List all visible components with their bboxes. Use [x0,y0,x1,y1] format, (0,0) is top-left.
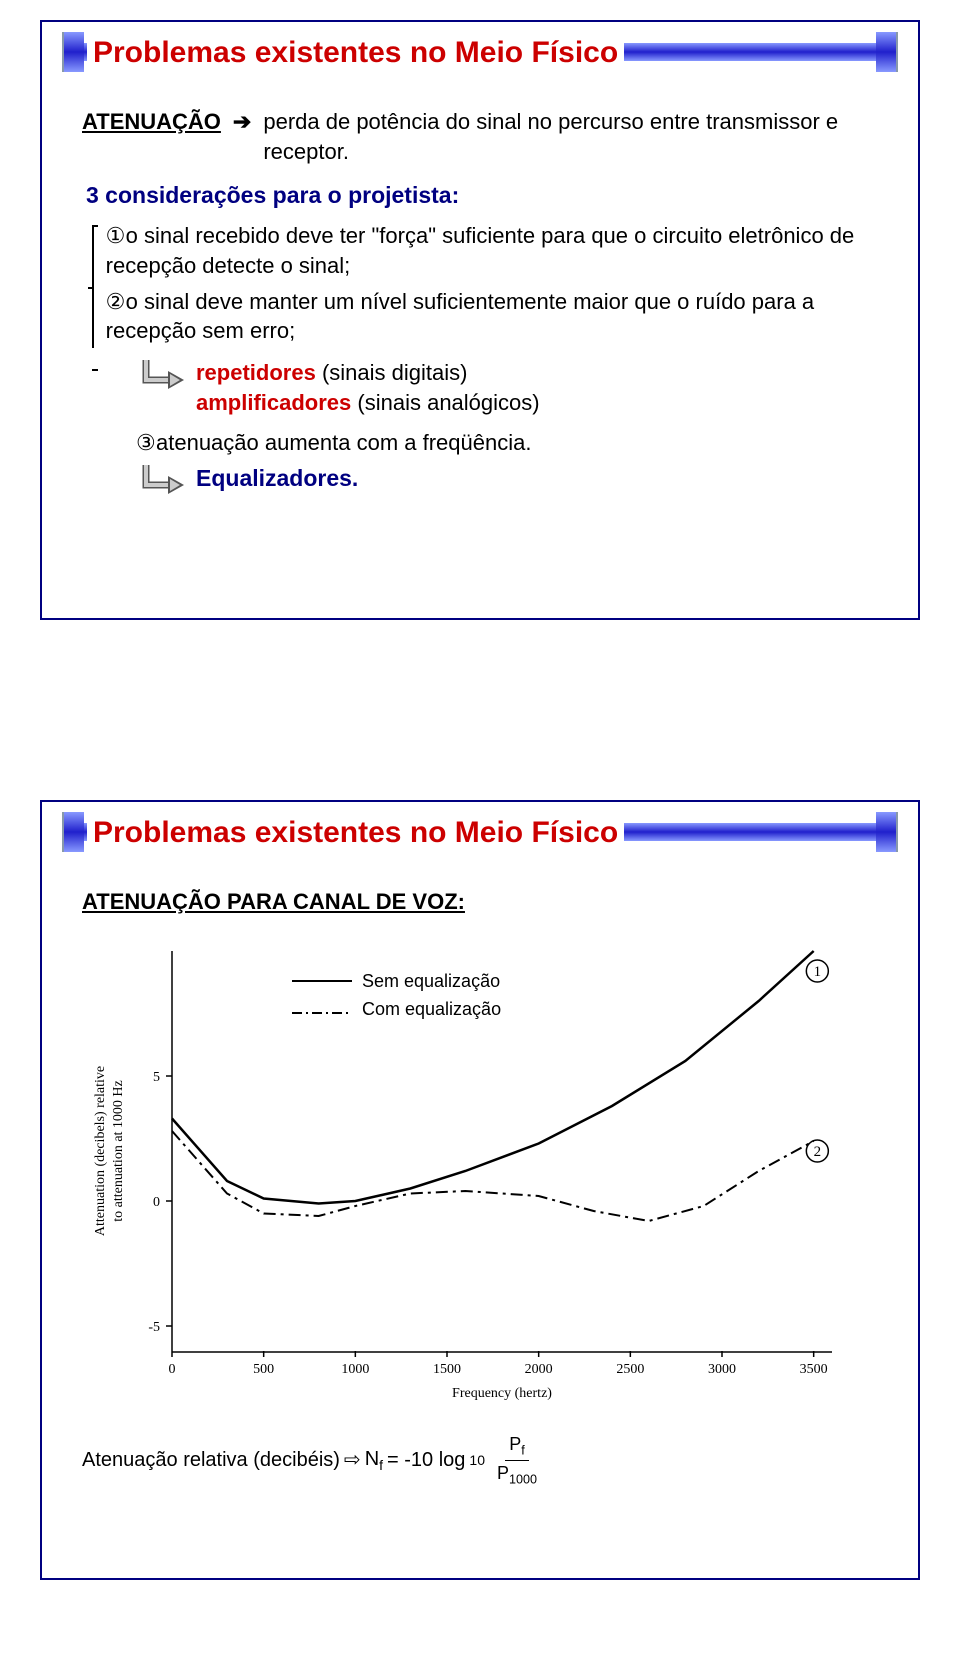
formula-N: Nf [365,1446,383,1475]
repeaters-line: repetidores (sinais digitais) [196,358,540,388]
subtitle: ATENUAÇÃO PARA CANAL DE VOZ: [82,887,888,917]
curly-brace-icon [82,221,98,352]
solutions-text: repetidores (sinais digitais) amplificad… [196,358,540,417]
svg-text:0: 0 [153,1195,160,1210]
fraction-numerator: Pf [505,1432,529,1461]
formula-logbase: 10 [469,1451,485,1470]
repeaters-suffix: (sinais digitais) [316,360,468,385]
solutions-row: repetidores (sinais digitais) amplificad… [142,358,888,417]
considerations-heading: 3 considerações para o projetista: [86,180,888,211]
amplifiers-label: amplificadores [196,390,351,415]
considerations-list: ①o sinal recebido deve ter "força" sufic… [102,221,888,352]
svg-text:Attenuation (decibels) relativ: Attenuation (decibels) relative [93,1066,108,1236]
legend-dash: Com equalização [292,997,501,1021]
repeaters-label: repetidores [196,360,316,385]
attenuation-chart: Sem equalização Com equalização 0 500 1000… [82,931,888,1419]
consideration-3: ③atenuação aumenta com a freqüência. [132,428,888,458]
slide2-content: ATENUAÇÃO PARA CANAL DE VOZ: Sem equaliz… [82,887,888,1489]
slide-title: Problemas existentes no Meio Físico [87,36,624,70]
svg-text:5: 5 [153,1070,160,1085]
attenuation-definition-row: ATENUAÇÃO ➔ perda de potência do sinal n… [82,107,888,166]
formula-eq: = -10 log [387,1447,465,1474]
svg-text:3500: 3500 [800,1362,828,1377]
item-text-1: o sinal recebido deve ter "força" sufici… [106,223,855,278]
consideration-2: ②o sinal deve manter um nível suficiente… [102,287,888,346]
svg-text:1: 1 [814,964,822,980]
fraction-denominator: P1000 [493,1461,541,1489]
svg-text:-5: -5 [148,1320,160,1335]
arrow-right-icon: ➔ [233,107,251,166]
svg-text:3000: 3000 [708,1362,736,1377]
legend-dash-label: Com equalização [362,997,501,1021]
title-bump-right [876,812,898,852]
svg-text:2500: 2500 [616,1362,644,1377]
svg-text:2: 2 [814,1144,822,1160]
slide-title: Problemas existentes no Meio Físico [87,816,624,850]
formula-row: Atenuação relativa (decibéis) ⇨ Nf = -10… [82,1432,888,1488]
formula-fraction: Pf P1000 [493,1432,541,1488]
svg-text:500: 500 [253,1362,274,1377]
legend-solid-label: Sem equalização [362,969,500,993]
amplifiers-suffix: (sinais analógicos) [351,390,539,415]
slide-1: Problemas existentes no Meio Físico ATEN… [40,20,920,620]
attenuation-definition: perda de potência do sinal no percurso e… [263,107,888,166]
equalizers-row: Equalizadores. [142,463,888,499]
formula-arrow-icon: ⇨ [344,1447,361,1474]
item-number-1: ① [106,221,126,251]
svg-text:1500: 1500 [433,1362,461,1377]
bent-arrow-icon [142,463,184,499]
attenuation-label: ATENUAÇÃO [82,107,221,166]
chart-legend: Sem equalização Com equalização [292,969,501,1026]
svg-text:2000: 2000 [525,1362,553,1377]
slide1-content: ATENUAÇÃO ➔ perda de potência do sinal n… [82,107,888,499]
slide-2: Problemas existentes no Meio Físico ATEN… [40,800,920,1580]
legend-solid-line-icon [292,980,352,982]
item-text-3: atenuação aumenta com a freqüência. [156,430,531,455]
brace-group: ①o sinal recebido deve ter "força" sufic… [82,221,888,352]
svg-text:Frequency (hertz): Frequency (hertz) [452,1386,552,1401]
svg-text:0: 0 [169,1362,176,1377]
formula-prefix: Atenuação relativa (decibéis) [82,1447,340,1474]
title-bump-left [62,812,84,852]
equalizers-label: Equalizadores. [196,463,358,494]
legend-solid: Sem equalização [292,969,501,993]
svg-text:1000: 1000 [341,1362,369,1377]
item-number-3: ③ [136,428,156,458]
title-bump-right [876,32,898,72]
item-number-2: ② [106,287,126,317]
amplifiers-line: amplificadores (sinais analógicos) [196,388,540,418]
legend-dash-line-icon [292,997,352,1021]
item-text-2: o sinal deve manter um nível suficientem… [106,289,815,344]
svg-text:to attenuation at 1000 Hz: to attenuation at 1000 Hz [111,1080,126,1222]
title-bump-left [62,32,84,72]
consideration-1: ①o sinal recebido deve ter "força" sufic… [102,221,888,280]
bent-arrow-icon [142,358,184,394]
